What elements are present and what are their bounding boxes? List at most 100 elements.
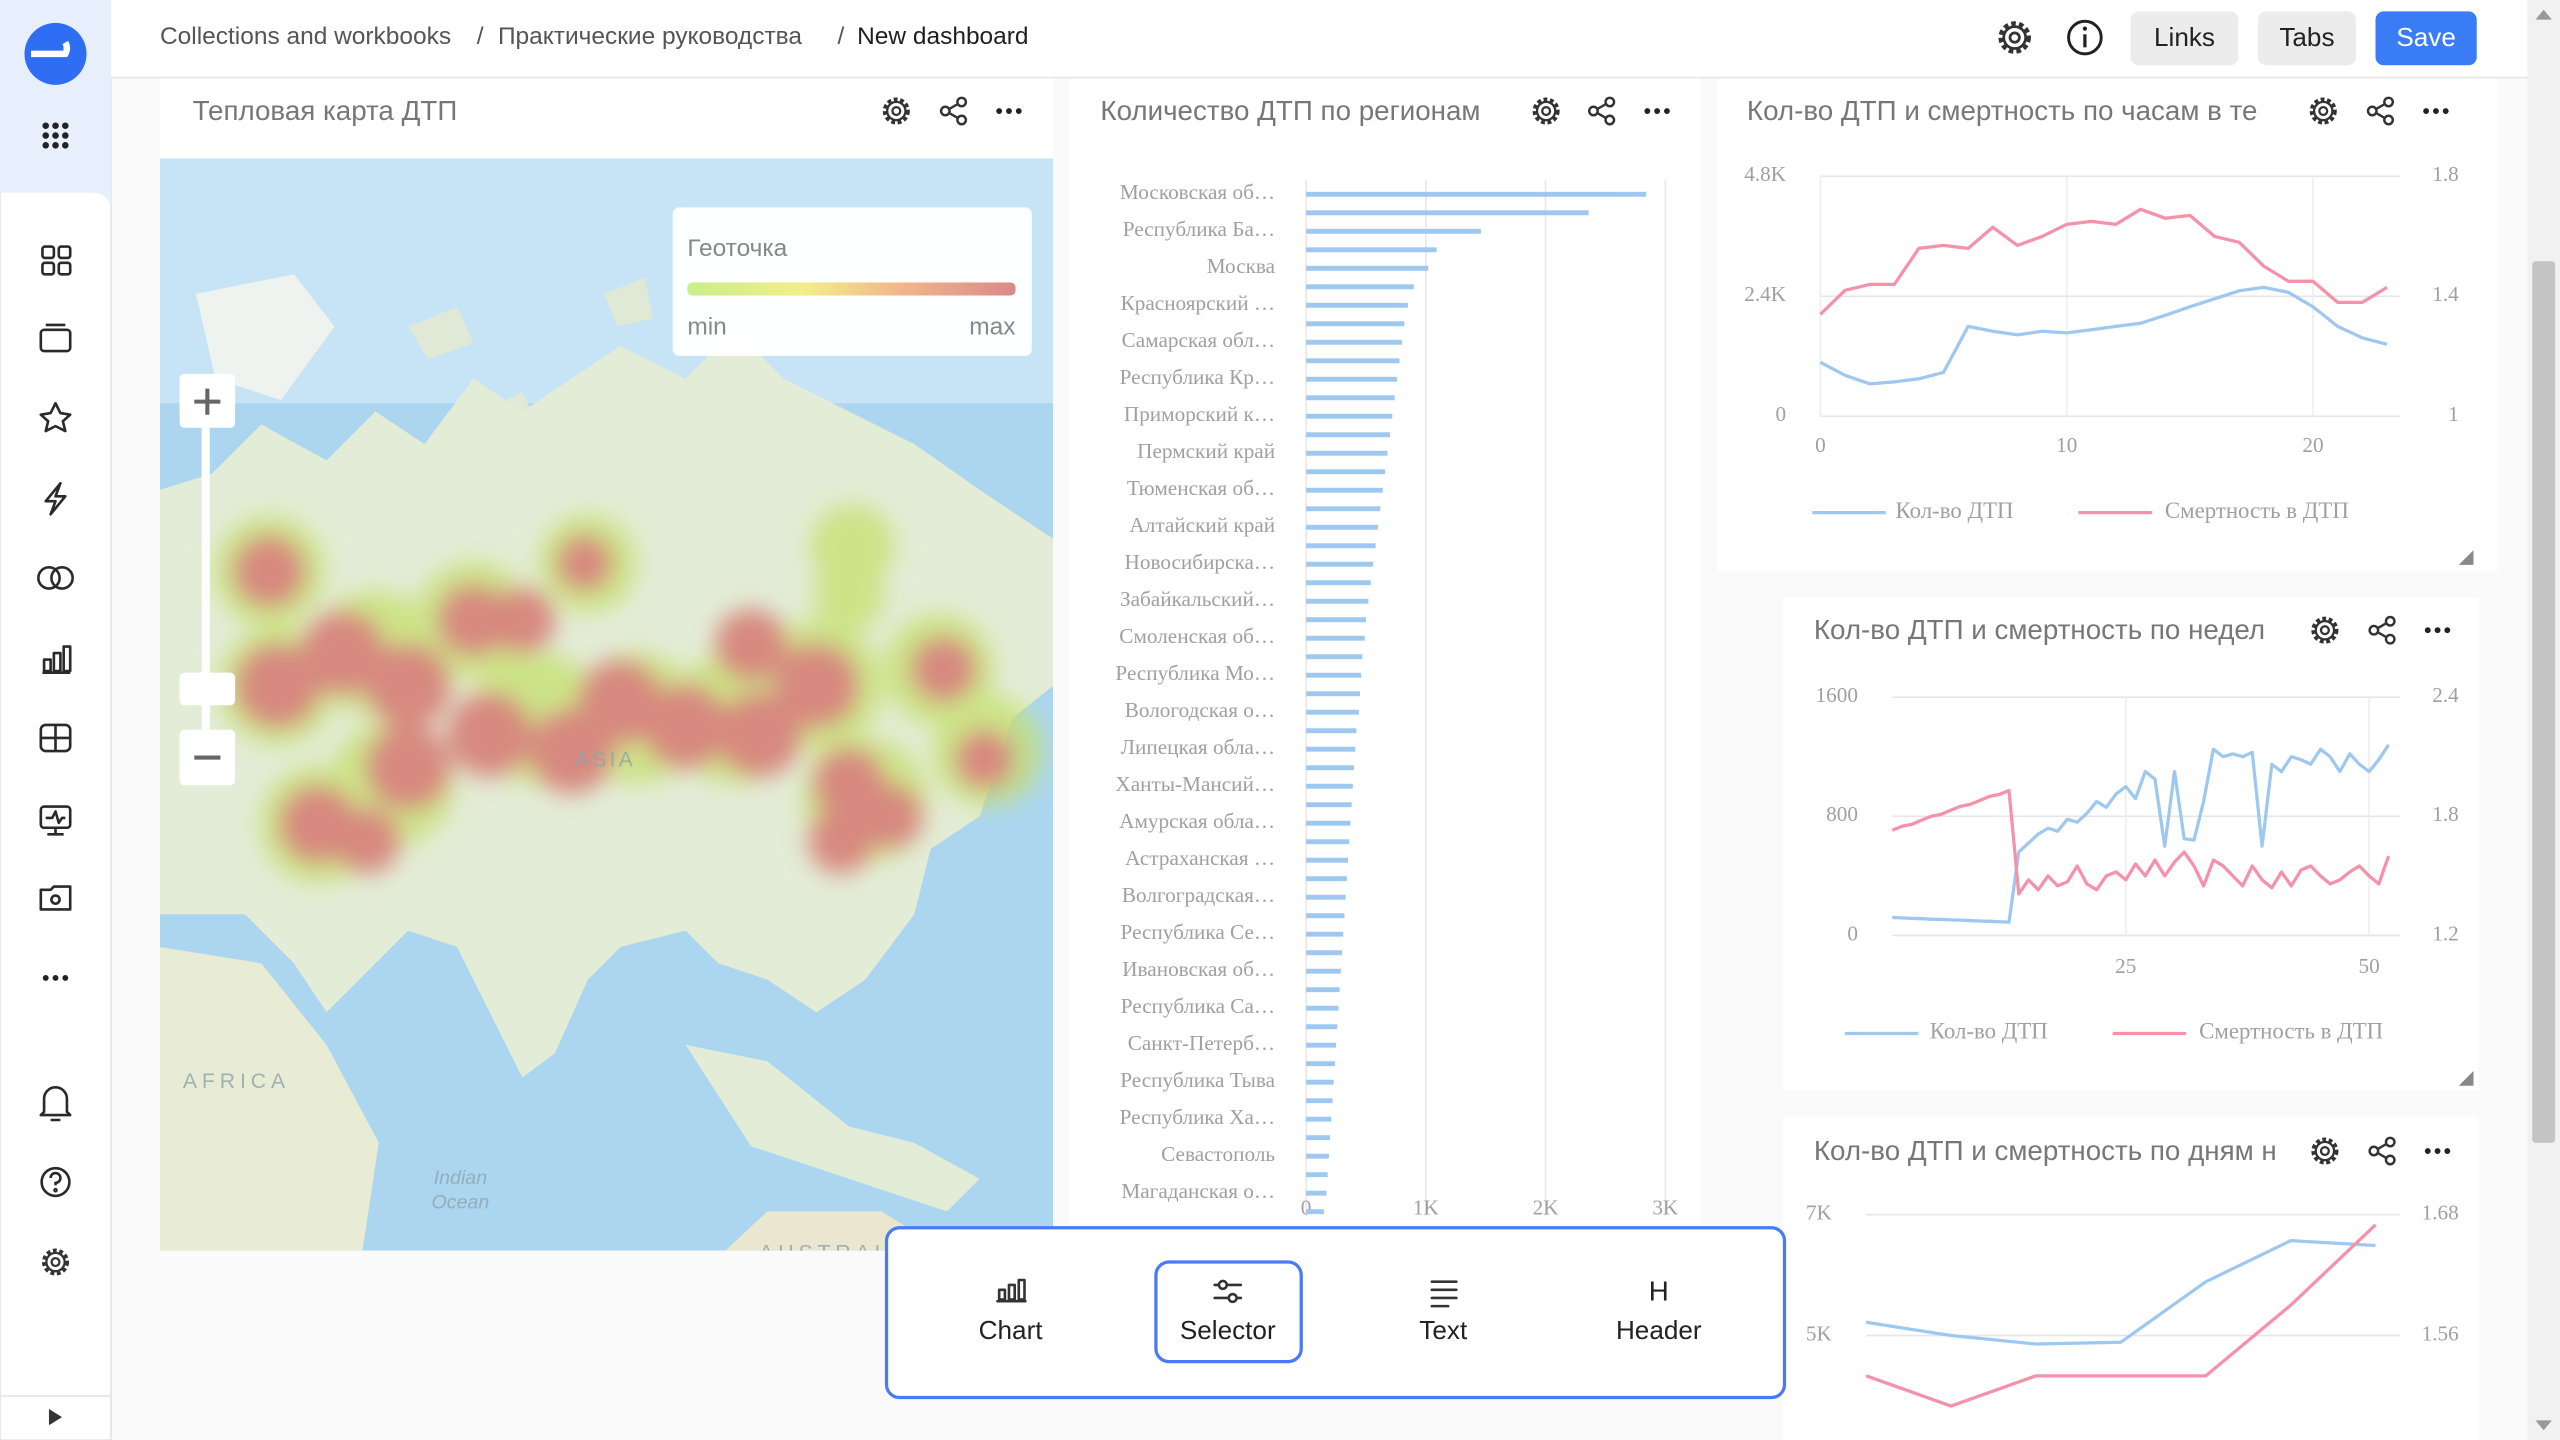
bar — [1306, 728, 1357, 734]
bar — [1306, 191, 1647, 197]
nav-charts[interactable] — [42, 645, 72, 674]
y2-tick-label: 1.8 — [2432, 802, 2459, 826]
category-label: Ивановская об… — [1122, 957, 1275, 981]
chart-widget: Кол-во ДТП и смертность по недел 0 800 1600… — [1814, 614, 2459, 1044]
bar — [1306, 210, 1589, 216]
nav-workbooks[interactable] — [39, 885, 72, 911]
toolbar-label: Selector — [1180, 1315, 1276, 1345]
widget-title: Кол-во ДТП и смертность по недел — [1814, 614, 2265, 645]
breadcrumb-separator: / — [838, 23, 845, 50]
y-tick-label: 4.8K — [1744, 162, 1787, 186]
add-toolbar: Chart Selector Text H Header — [884, 1226, 1787, 1400]
x-tick-label: 1K — [1413, 1196, 1440, 1220]
category-label: Республика Се… — [1121, 920, 1276, 944]
bar — [1306, 432, 1390, 438]
bar — [1306, 802, 1352, 808]
legend-label: Кол-во ДТП — [1896, 498, 2014, 523]
widget-menu[interactable] — [2424, 1148, 2451, 1154]
y-tick-label: 800 — [1826, 802, 1858, 826]
x-tick-label: 0 — [1815, 433, 1826, 457]
category-label: Новосибирска… — [1125, 550, 1276, 574]
category-label: Алтайский край — [1129, 513, 1275, 537]
y2-tick-label: 1.68 — [2422, 1201, 2459, 1225]
category-label: Республика Кр… — [1120, 365, 1275, 389]
heat-layer — [213, 504, 1044, 884]
add-header[interactable]: H Header — [1616, 1275, 1702, 1345]
bar — [1306, 1209, 1325, 1215]
add-chart[interactable]: Chart — [979, 1278, 1044, 1345]
zoom-out[interactable] — [179, 729, 236, 786]
category-label: Самарская обл… — [1122, 328, 1275, 352]
nav-favorites[interactable] — [39, 401, 72, 433]
category-label: Ханты-Мансий… — [1115, 772, 1275, 796]
map-label: ASIA — [575, 748, 636, 771]
y2-tick-label: 1 — [2448, 402, 2459, 426]
widget-title: Количество ДТП по регионам — [1100, 95, 1480, 126]
x-tick-label: 50 — [2358, 954, 2379, 978]
bar — [1306, 1042, 1337, 1048]
expand-sidebar[interactable] — [48, 1408, 63, 1426]
nav-more[interactable] — [42, 975, 69, 981]
y2-tick-label: 1.8 — [2432, 162, 2459, 186]
nav-collections[interactable] — [39, 323, 72, 353]
logo[interactable] — [24, 22, 87, 85]
x-tick-label: 0 — [1301, 1196, 1312, 1220]
breadcrumb-current: New dashboard — [857, 23, 1028, 50]
widget-menu[interactable] — [2424, 627, 2451, 634]
button-label: Links — [2154, 22, 2215, 52]
toolbar-icon: H — [1649, 1275, 1669, 1306]
legend-label: Смертность в ДТП — [2165, 498, 2349, 523]
series-line — [1819, 285, 2388, 386]
save-button[interactable]: Save — [2375, 11, 2477, 66]
category-label: Магаданская о… — [1121, 1179, 1275, 1203]
links-button[interactable]: Links — [2130, 11, 2239, 66]
nav-connections[interactable] — [44, 481, 67, 516]
series-line — [1865, 1223, 2377, 1408]
breadcrumb[interactable]: Collections and workbooks — [160, 23, 451, 50]
toolbar-label: Chart — [979, 1315, 1044, 1345]
bar — [1306, 709, 1359, 715]
nav-reports[interactable] — [39, 805, 72, 836]
bar — [1306, 894, 1346, 900]
widget-menu[interactable] — [1644, 108, 1670, 114]
breadcrumb[interactable]: Практические руководства — [498, 23, 802, 50]
category-label: Вологодская о… — [1125, 698, 1275, 722]
bar — [1306, 950, 1343, 956]
widget-menu[interactable] — [996, 108, 1022, 114]
nav-home[interactable] — [41, 245, 72, 276]
bar — [1306, 395, 1395, 401]
category-label: Санкт-Петерб… — [1128, 1031, 1275, 1055]
add-selector[interactable]: Selector — [1154, 1260, 1303, 1364]
bar — [1306, 469, 1386, 475]
tabs-button[interactable]: Tabs — [2257, 11, 2356, 66]
widget-menu[interactable] — [2423, 108, 2449, 114]
legend-label: Кол-во ДТП — [1930, 1019, 2048, 1044]
bar — [1306, 413, 1393, 419]
scroll-thumb[interactable] — [2532, 261, 2556, 1143]
series-line — [1865, 1239, 2376, 1346]
apps-menu[interactable] — [42, 122, 69, 149]
button-label: Tabs — [2279, 22, 2334, 52]
bar — [1306, 506, 1381, 512]
bar — [1306, 247, 1437, 253]
button-label: Save — [2396, 22, 2456, 52]
category-label: Республика Ха… — [1120, 1105, 1275, 1129]
y-tick-label: 7K — [1806, 1201, 1833, 1225]
bar — [1306, 672, 1362, 678]
y-tick-label: 5K — [1806, 1321, 1833, 1345]
zoom-slider[interactable] — [179, 672, 236, 706]
bar — [1306, 691, 1360, 697]
info-button[interactable] — [2067, 19, 2103, 56]
add-text[interactable]: Text — [1419, 1280, 1468, 1346]
bar — [1306, 765, 1355, 771]
notifications[interactable] — [39, 1086, 72, 1122]
bar — [1306, 913, 1345, 919]
zoom-in[interactable] — [179, 373, 236, 428]
bar — [1306, 487, 1383, 493]
help[interactable] — [40, 1166, 71, 1198]
nav-datasets[interactable] — [37, 566, 74, 590]
nav-dashboards[interactable] — [39, 723, 72, 753]
y2-tick-label: 1.2 — [2432, 921, 2459, 945]
